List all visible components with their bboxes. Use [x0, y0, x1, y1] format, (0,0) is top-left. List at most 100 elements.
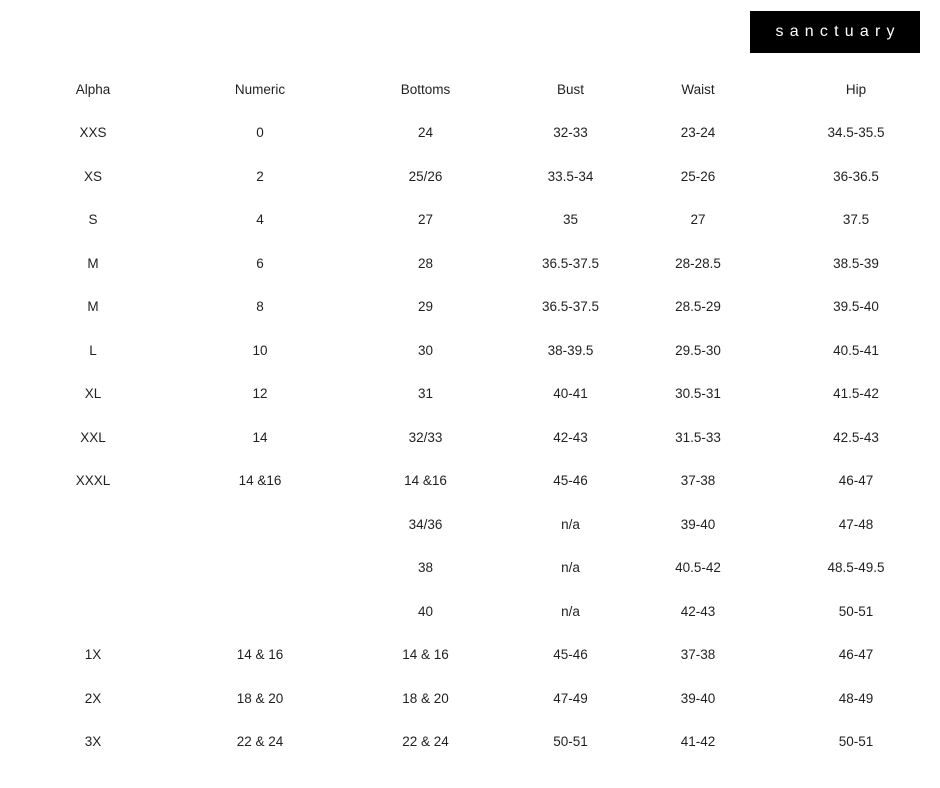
cell-waist: 40.5-42: [675, 560, 721, 575]
cell-bottoms: 40: [417, 603, 434, 619]
cell-waist: 25-26: [680, 168, 716, 184]
cell-bottoms: 31: [417, 386, 434, 401]
cell-bottoms: 25/26: [408, 168, 443, 184]
cell-numeric: 0: [256, 125, 264, 140]
cell-bottoms: 22 & 24: [402, 734, 449, 749]
cell-waist: 37-38: [680, 647, 716, 662]
cell-numeric: 6: [256, 255, 264, 271]
cell-hip: 46-47: [838, 647, 874, 662]
cell-hip: 46-47: [838, 473, 874, 488]
cell-alpha: [0, 503, 186, 547]
cell-bust: 40-41: [553, 386, 588, 401]
cell-bottoms: 27: [417, 212, 434, 227]
cell-numeric: 22 & 24: [236, 734, 284, 749]
cell-waist: 28-28.5: [675, 255, 721, 271]
cell-bust: 45-46: [553, 473, 588, 488]
cell-hip: 48.5-49.5: [827, 560, 885, 575]
cell-numeric: 14 &16: [238, 473, 282, 488]
cell-numeric: 12: [252, 386, 268, 401]
cell-waist: 39-40: [680, 690, 716, 706]
column-header-alpha: Alpha: [75, 81, 111, 97]
cell-waist: 31.5-33: [675, 429, 721, 445]
table-row: XXXL 14 &16 14 &16 45-46 37-38 46-47: [0, 459, 940, 503]
table-row: M 8 29 36.5-37.5 28.5-29 39.5-40: [0, 285, 940, 329]
cell-numeric: 4: [256, 212, 264, 227]
table-body: XXS 0 24 32-33 23-24 34.5-35.5 XS 2 25/26 33.5-34…: [0, 111, 940, 764]
cell-bottoms: 30: [417, 342, 434, 358]
cell-hip: 48-49: [838, 690, 874, 706]
cell-bust: n/a: [561, 560, 580, 575]
cell-bust: 36.5-37.5: [541, 255, 600, 271]
cell-bottoms: 18 & 20: [402, 690, 449, 706]
table-row: XS 2 25/26 33.5-34 25-26 36-36.5: [0, 155, 940, 199]
table-row: 38 n/a 40.5-42 48.5-49.5: [0, 546, 940, 590]
cell-waist: 39-40: [680, 516, 716, 532]
cell-numeric: 14 & 16: [236, 647, 284, 662]
cell-numeric: [186, 590, 334, 634]
cell-waist: 41-42: [680, 734, 716, 749]
logo-box: sanctuary: [750, 11, 920, 53]
logo-wordmark: sanctuary: [775, 23, 901, 40]
cell-alpha: S: [88, 212, 98, 227]
cell-bust: 38-39.5: [547, 342, 594, 358]
table-row: 1X 14 & 16 14 & 16 45-46 37-38 46-47: [0, 633, 940, 677]
cell-hip: 42.5-43: [833, 429, 879, 445]
cell-alpha: L: [89, 342, 97, 358]
cell-bust: 35: [562, 212, 579, 227]
size-chart-container: Alpha Numeric Bottoms Bust Waist Hip XXS…: [0, 68, 940, 764]
table-header-row: Alpha Numeric Bottoms Bust Waist Hip: [0, 68, 940, 111]
cell-numeric: 2: [256, 168, 264, 184]
table-row: M 6 28 36.5-37.5 28-28.5 38.5-39: [0, 242, 940, 286]
cell-bust: 50-51: [553, 734, 588, 749]
cell-hip: 41.5-42: [833, 386, 879, 401]
column-header-bottoms: Bottoms: [400, 81, 451, 97]
table-row: L 10 30 38-39.5 29.5-30 40.5-41: [0, 329, 940, 373]
column-header-numeric: Numeric: [234, 81, 286, 97]
cell-bottoms: 14 &16: [404, 473, 447, 488]
cell-alpha: 2X: [84, 690, 102, 706]
cell-alpha: XS: [83, 168, 102, 184]
cell-bottoms: 29: [417, 299, 434, 314]
cell-bust: 47-49: [553, 690, 588, 706]
cell-bust: 45-46: [553, 647, 588, 662]
table-row: XXS 0 24 32-33 23-24 34.5-35.5: [0, 111, 940, 155]
cell-numeric: 18 & 20: [236, 690, 284, 706]
cell-waist: 37-38: [680, 473, 716, 488]
cell-hip: 34.5-35.5: [827, 125, 885, 140]
table-row: XL 12 31 40-41 30.5-31 41.5-42: [0, 372, 940, 416]
cell-bust: n/a: [561, 603, 580, 619]
cell-bottoms: 34/36: [408, 516, 443, 532]
cell-waist: 28.5-29: [675, 299, 721, 314]
cell-hip: 40.5-41: [833, 342, 879, 358]
cell-waist: 42-43: [680, 603, 716, 619]
cell-alpha: XL: [84, 386, 102, 401]
cell-numeric: [186, 503, 334, 547]
cell-alpha: M: [87, 255, 99, 271]
cell-hip: 38.5-39: [833, 255, 879, 271]
table-row: 34/36 n/a 39-40 47-48: [0, 503, 940, 547]
cell-alpha: 1X: [84, 647, 102, 662]
cell-numeric: 10: [252, 342, 268, 358]
column-header-waist: Waist: [681, 81, 715, 97]
cell-alpha: 3X: [84, 734, 102, 749]
table-row: 40 n/a 42-43 50-51: [0, 590, 940, 634]
cell-bottoms: 28: [417, 255, 434, 271]
cell-waist: 27: [690, 212, 706, 227]
cell-numeric: 14: [252, 429, 268, 445]
cell-numeric: [186, 546, 334, 590]
cell-hip: 50-51: [838, 603, 874, 619]
cell-bottoms: 32/33: [408, 429, 443, 445]
cell-bust: 42-43: [553, 429, 588, 445]
cell-alpha: M: [87, 299, 99, 314]
cell-alpha: XXS: [79, 125, 107, 140]
cell-bust: 32-33: [553, 125, 588, 140]
size-chart-table: Alpha Numeric Bottoms Bust Waist Hip XXS…: [0, 68, 940, 764]
cell-hip: 47-48: [838, 516, 874, 532]
cell-bust: 36.5-37.5: [541, 299, 600, 314]
table-row: 2X 18 & 20 18 & 20 47-49 39-40 48-49: [0, 677, 940, 721]
table-row: S 4 27 35 27 37.5: [0, 198, 940, 242]
cell-hip: 36-36.5: [833, 168, 879, 184]
cell-bottoms: 24: [417, 125, 434, 140]
cell-waist: 23-24: [680, 125, 716, 140]
column-header-hip: Hip: [845, 81, 867, 97]
